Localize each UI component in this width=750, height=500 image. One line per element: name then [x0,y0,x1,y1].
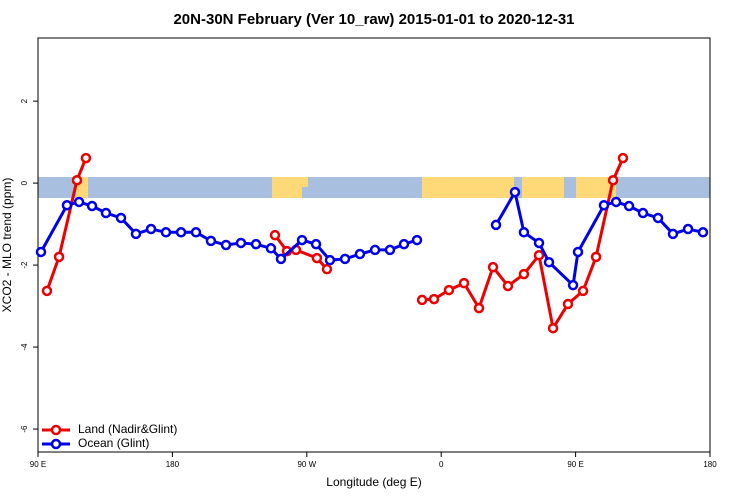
data-point [577,285,589,297]
data-point [369,244,381,256]
data-point [175,227,187,238]
x-tick-label: 90 W [297,460,316,469]
x-axis-label: Longitude (deg E) [326,475,421,489]
data-point [339,253,351,265]
legend-label: Land (Nadir&Glint) [78,422,177,436]
data-point [458,277,470,289]
data-point [250,238,262,250]
data-point [411,234,423,246]
data-point [100,207,112,219]
data-point [71,174,83,186]
y-tick-label: 0 [20,180,29,185]
data-point [572,246,584,258]
x-tick-label: 90 E [30,460,46,469]
data-point [567,279,579,291]
data-point [275,253,287,265]
data-point [543,256,555,268]
data-point [667,228,679,240]
y-tick-label: 2 [20,98,29,103]
data-point [205,235,217,247]
legend: Land (Nadir&Glint)Ocean (Glint) [42,422,177,450]
legend-swatch-point [50,424,62,436]
data-point [265,243,277,254]
x-tick-label: 180 [703,460,717,469]
data-point [86,200,98,212]
data-point [607,174,619,186]
x-tick-label: 90 E [567,460,583,469]
data-point [697,227,709,238]
data-point [80,152,92,164]
data-point [145,223,157,235]
data-point [533,237,545,249]
data-point [509,186,521,198]
data-point [35,246,47,258]
data-point [518,227,530,238]
data-point [61,199,73,211]
data-point [487,261,499,273]
land-patch [272,177,302,198]
y-tick-label: -2 [20,261,29,269]
data-point [160,227,172,238]
data-point [610,196,622,208]
data-point [73,196,85,208]
map-strip [38,177,710,198]
data-point [533,249,545,261]
data-point [598,199,610,211]
chart-title: 20N-30N February (Ver 10_raw) 2015-01-01… [173,11,574,28]
y-tick-label: -6 [20,425,29,433]
data-point [269,229,281,241]
plot-frame [37,37,711,453]
y-tick-label: -4 [20,343,29,351]
data-point [398,238,410,250]
legend-swatch-point [50,438,62,450]
data-point [623,200,635,212]
land-patch [422,177,514,198]
data-point [130,228,142,240]
data-point [115,212,127,224]
data-point [321,263,333,275]
data-point [41,285,53,297]
data-point [473,302,485,314]
legend-label: Ocean (Glint) [78,436,149,450]
x-tick-label: 180 [166,460,180,469]
land-patch [302,177,308,187]
data-point [324,254,336,266]
data-point [637,207,649,219]
series-line [45,157,88,292]
data-point [53,251,65,263]
data-point [518,268,530,280]
data-point [443,284,455,296]
data-point [235,237,247,249]
data-point [428,293,440,305]
data-point [590,251,602,263]
data-point [547,322,559,334]
data-point [296,234,308,246]
data-point [384,244,396,256]
data-point [190,227,202,238]
land-patch [522,177,564,198]
data-point [617,152,629,164]
data-point [682,223,694,235]
data-point [416,294,428,306]
land-patch [576,177,616,198]
data-point [311,252,323,264]
x-tick-label: 0 [439,460,444,469]
y-axis-label: XCO2 - MLO trend (ppm) [0,178,14,313]
data-point [502,280,514,292]
data-point [490,219,502,231]
data-point [652,212,664,224]
data-point [220,239,232,251]
data-point [562,298,574,310]
data-point [354,248,366,260]
data-point [310,238,322,250]
